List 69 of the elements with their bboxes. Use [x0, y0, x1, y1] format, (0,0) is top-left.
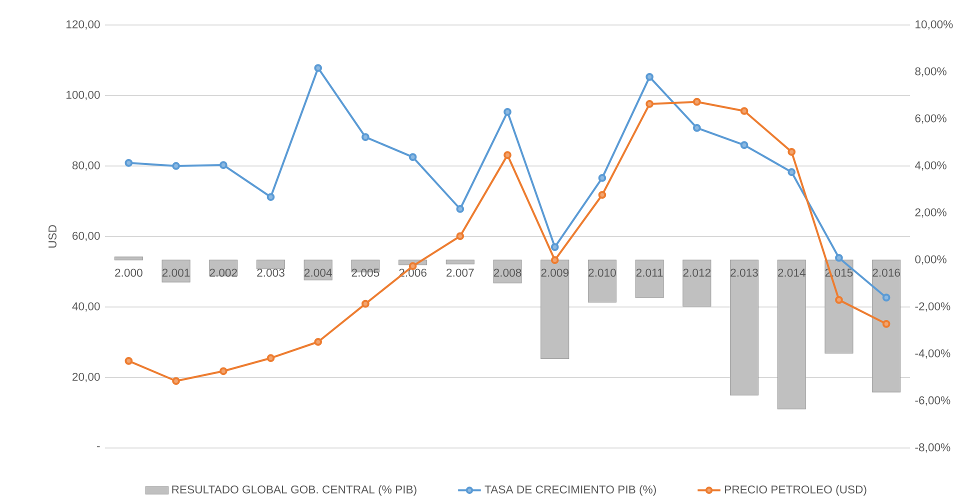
- x-tick-label: 2.012: [683, 268, 711, 277]
- legend-label: TASA DE CRECIMIENTO PIB (%): [484, 485, 656, 496]
- x-tick-label: 2.005: [352, 268, 380, 277]
- y-tick-label: 80,00: [72, 161, 100, 171]
- point: [835, 296, 843, 304]
- y2-tick-label: 4,00%: [914, 161, 946, 171]
- x-tick-label: 2.001: [162, 268, 190, 277]
- point: [504, 151, 512, 159]
- point: [835, 254, 843, 262]
- y-tick-label: 60,00: [72, 232, 100, 242]
- point: [882, 320, 890, 328]
- point: [692, 124, 701, 132]
- point: [456, 232, 464, 240]
- point: [740, 107, 748, 115]
- point: [504, 108, 512, 116]
- point: [598, 174, 606, 182]
- point: [314, 338, 322, 346]
- x-tick-label: 2.000: [115, 268, 142, 277]
- point: [408, 153, 417, 161]
- x-tick-label: 2.013: [730, 268, 758, 277]
- point: [219, 161, 228, 169]
- y2-tick-label: -6,00%: [915, 396, 950, 406]
- x-tick-label: 2.004: [304, 268, 332, 277]
- point: [172, 377, 180, 385]
- point: [882, 294, 890, 302]
- point: [740, 141, 748, 150]
- legend-label: RESULTADO GLOBAL GOB. CENTRAL (% PIB): [172, 485, 416, 496]
- point: [692, 98, 701, 106]
- point: [788, 148, 796, 156]
- y-tick-label: 100,00: [66, 90, 100, 100]
- point: [788, 168, 796, 176]
- y2-tick-label: 2,00%: [915, 208, 946, 218]
- point: [124, 159, 133, 167]
- point: [266, 354, 275, 362]
- point: [219, 367, 228, 376]
- point: [362, 133, 370, 142]
- y-tick-label: 40,00: [72, 302, 100, 312]
- y-axis-title: USD: [48, 225, 56, 248]
- y2-tick-label: 0,00%: [915, 255, 946, 265]
- x-tick-label: 2.009: [541, 268, 569, 277]
- point: [314, 64, 322, 72]
- x-tick-label: 2.002: [210, 268, 237, 277]
- legend-label: PRECIO PETROLEO (USD): [724, 485, 866, 496]
- x-tick-label: 2.011: [636, 268, 663, 277]
- point: [124, 356, 133, 365]
- point: [456, 205, 464, 213]
- point: [266, 193, 275, 201]
- point: [550, 256, 559, 264]
- y-tick-label: -: [97, 446, 100, 448]
- x-tick-label: 2.016: [872, 268, 900, 277]
- y-tick-label: 120,00: [66, 20, 100, 30]
- x-tick-label: 2.003: [257, 268, 284, 277]
- point: [598, 190, 606, 199]
- point: [646, 72, 654, 81]
- x-tick-label: 2.008: [494, 268, 522, 277]
- point: [550, 243, 559, 251]
- y2-tick-label: -2,00%: [915, 302, 950, 312]
- y2-tick-label: 6,00%: [915, 114, 946, 124]
- x-tick-label: 2.007: [446, 268, 474, 277]
- y-tick-label: 20,00: [72, 372, 100, 382]
- point: [172, 162, 180, 170]
- point: [646, 100, 654, 108]
- x-tick-label: 2.010: [588, 268, 616, 277]
- y2-tick-label: -8,00%: [915, 443, 950, 453]
- point: [362, 300, 370, 308]
- y2-tick-label: 8,00%: [915, 67, 946, 77]
- y2-tick-label: -4,00%: [915, 349, 950, 359]
- y2-tick-label: 10,00%: [916, 20, 953, 30]
- x-tick-label: 2.014: [778, 268, 806, 277]
